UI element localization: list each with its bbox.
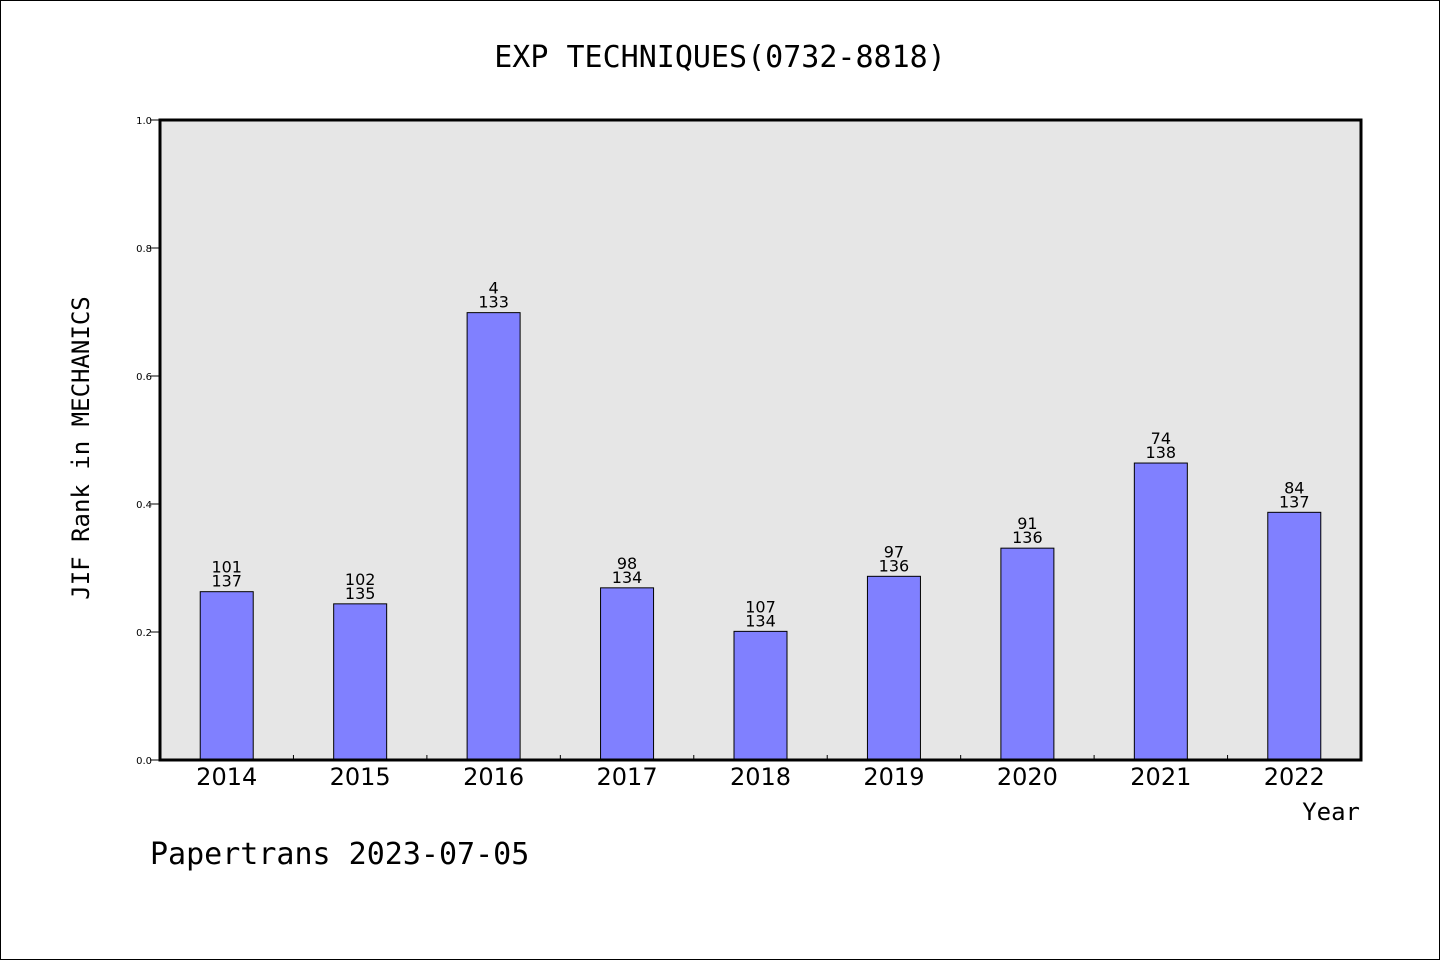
- bar-2021: [1133, 462, 1188, 761]
- bar-rank-label: 101: [211, 558, 242, 577]
- bar-rank-label: 74: [1151, 429, 1171, 448]
- plot-area: 0.00.20.40.60.81.0 2014 2015 2016 2017 2018 2…: [136, 116, 1363, 791]
- y-axis-ticks: 0.0 0.2 0.4 0.6 0.8 1.0: [136, 116, 160, 767]
- bar-2022: [1267, 511, 1322, 761]
- bar-2017: [600, 587, 655, 761]
- bar-2018: [733, 630, 788, 761]
- x-tick-label: 2016: [463, 763, 524, 791]
- x-tick-label: 2021: [1130, 763, 1191, 791]
- bar-total-label: 133: [478, 293, 509, 312]
- bar-2016: [466, 312, 521, 761]
- x-tick-label: 2019: [863, 763, 924, 791]
- x-tick-label: 2022: [1264, 763, 1325, 791]
- bar-rank-label: 91: [1017, 514, 1037, 533]
- bar-total-label: 137: [1279, 492, 1310, 511]
- y-tick-label: 0.8: [136, 244, 152, 255]
- y-tick-label: 0.6: [136, 372, 152, 383]
- bar-rank-label: 102: [345, 570, 376, 589]
- bar-total-label: 135: [345, 584, 376, 603]
- x-tick-label: 2020: [997, 763, 1058, 791]
- y-tick-label: 0.2: [136, 628, 152, 639]
- x-tick-label: 2014: [196, 763, 257, 791]
- bar-rank-label: 84: [1284, 478, 1304, 497]
- bar-total-label: 138: [1146, 443, 1177, 462]
- bar-total-label: 136: [1012, 528, 1043, 547]
- x-tick-label: 2015: [330, 763, 391, 791]
- x-tick-label: 2017: [597, 763, 658, 791]
- bar-2020: [1000, 547, 1055, 761]
- bar-total-label: 134: [745, 611, 776, 630]
- y-tick-label: 0.0: [136, 756, 152, 767]
- bar-2019: [866, 575, 921, 761]
- bars: [199, 312, 1322, 761]
- x-axis-ticks: 2014 2015 2016 2017 2018 2019 2020 2021 2022: [196, 755, 1325, 791]
- bar-2014: [199, 591, 254, 761]
- y-tick-label: 1.0: [136, 116, 152, 127]
- bar-2015: [333, 603, 388, 761]
- bar-total-label: 137: [211, 572, 242, 591]
- bar-rank-label: 98: [617, 554, 637, 573]
- chart-title: EXP TECHNIQUES(0732-8818): [494, 40, 946, 75]
- bar-total-label: 136: [879, 556, 910, 575]
- bar-rank-label: 107: [745, 597, 776, 616]
- y-axis-label: JIF Rank in MECHANICS: [67, 296, 95, 599]
- x-axis-label: Year: [1302, 798, 1360, 826]
- x-tick-label: 2018: [730, 763, 791, 791]
- plot-border: [158, 118, 1363, 762]
- bar-total-label: 134: [612, 568, 643, 587]
- bar-rank-label: 97: [884, 542, 904, 561]
- bar-rank-label: 4: [489, 279, 499, 298]
- footer-text: Papertrans 2023-07-05: [150, 837, 529, 872]
- y-tick-label: 0.4: [136, 500, 152, 511]
